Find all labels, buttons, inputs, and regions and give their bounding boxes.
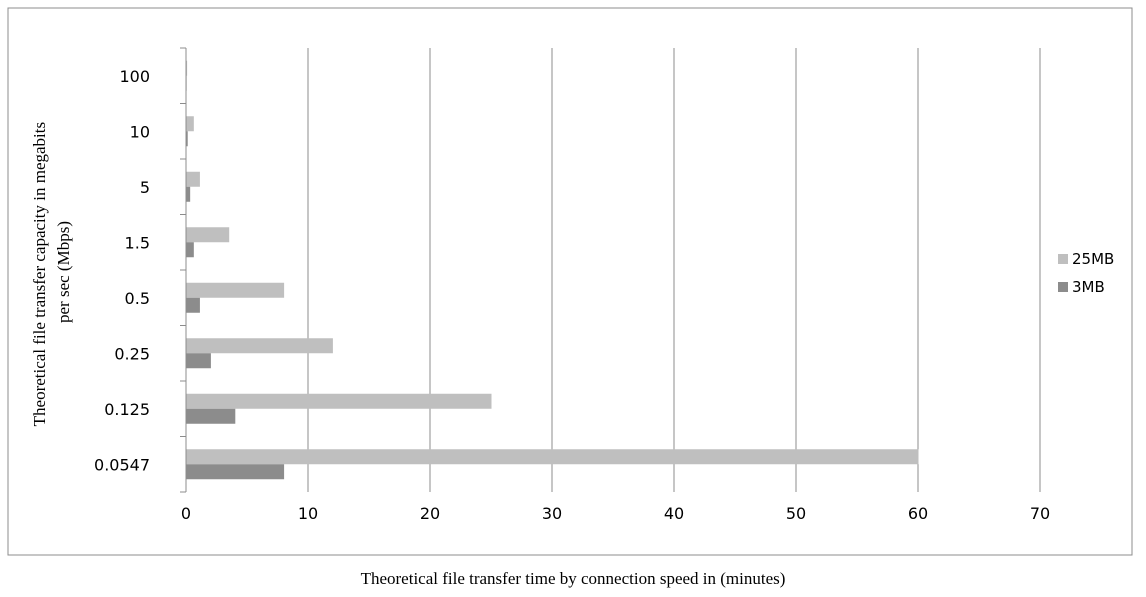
bar-25mb-100 <box>187 61 188 76</box>
bar-25mb-5 <box>187 172 200 187</box>
bar-25mb-0.0547 <box>187 449 919 464</box>
x-tick-label: 40 <box>664 504 684 523</box>
y-axis-title-line-1: Theoretical file transfer capacity in me… <box>30 122 49 426</box>
chart-frame <box>8 8 1132 555</box>
y-tick-label: 0.125 <box>104 400 150 419</box>
bar-25mb-0.25 <box>187 338 333 353</box>
x-tick-label: 30 <box>542 504 562 523</box>
bar-25mb-10 <box>187 116 194 131</box>
bar-3mb-0.125 <box>187 409 236 424</box>
bar-3mb-5 <box>187 187 191 202</box>
y-tick-label: 0.5 <box>125 289 150 308</box>
bar-3mb-0.5 <box>187 298 200 313</box>
x-tick-label: 10 <box>298 504 318 523</box>
bar-3mb-0.0547 <box>187 464 285 479</box>
y-tick-label: 100 <box>119 67 150 86</box>
y-tick-label: 1.5 <box>125 233 150 252</box>
x-tick-label: 0 <box>181 504 191 523</box>
legend-swatch-3mb <box>1058 282 1068 292</box>
x-tick-label: 60 <box>908 504 928 523</box>
bar-3mb-0.25 <box>187 353 211 368</box>
y-tick-label: 0.25 <box>114 344 150 363</box>
bar-3mb-1.5 <box>187 242 194 257</box>
x-axis-title: Theoretical file transfer time by connec… <box>361 569 786 588</box>
y-tick-label: 5 <box>140 178 150 197</box>
legend-label-25mb: 25MB <box>1072 250 1114 268</box>
y-axis-title-line-2: per sec (Mbps) <box>54 221 73 323</box>
bar-3mb-10 <box>187 131 188 146</box>
x-tick-label: 70 <box>1030 504 1050 523</box>
y-tick-label: 0.0547 <box>94 455 150 474</box>
x-tick-label: 50 <box>786 504 806 523</box>
y-tick-label: 10 <box>130 122 150 141</box>
bar-25mb-1.5 <box>187 227 230 242</box>
bar-25mb-0.125 <box>187 394 492 409</box>
legend-swatch-25mb <box>1058 254 1068 264</box>
x-tick-label: 20 <box>420 504 440 523</box>
bar-25mb-0.5 <box>187 283 285 298</box>
legend-label-3mb: 3MB <box>1072 278 1105 296</box>
